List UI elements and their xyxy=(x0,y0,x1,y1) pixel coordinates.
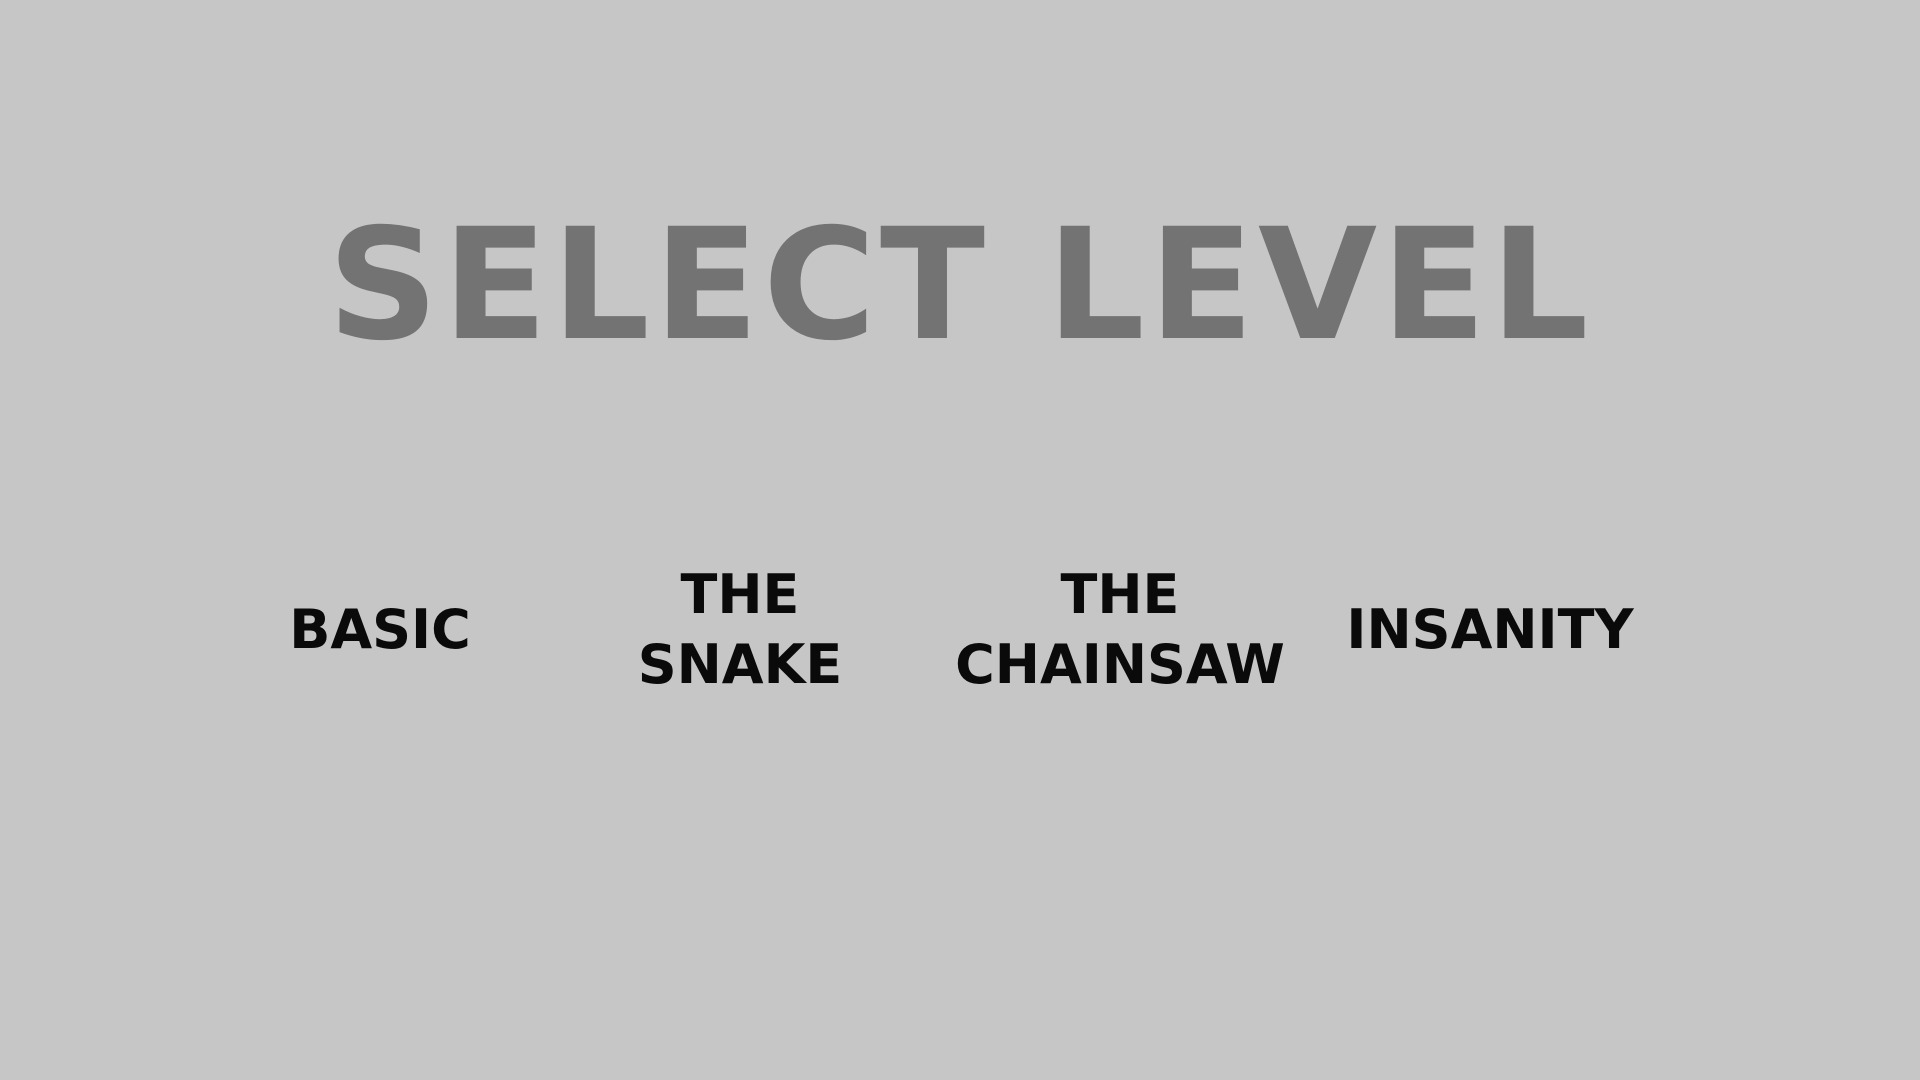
level-label-line-2: CHAINSAW xyxy=(955,633,1285,696)
level-label: BASIC xyxy=(289,595,471,665)
level-option-basic[interactable]: BASIC xyxy=(260,560,500,700)
level-label-line-1: INSANITY xyxy=(1346,598,1634,661)
level-option-the-chainsaw[interactable]: THE CHAINSAW xyxy=(940,560,1300,700)
level-label: THE CHAINSAW xyxy=(955,560,1285,700)
level-label-line-1: BASIC xyxy=(289,598,471,661)
level-option-insanity[interactable]: INSANITY xyxy=(1340,560,1640,700)
screen-title: SELECT LEVEL xyxy=(327,196,1593,375)
level-label-line-2: SNAKE xyxy=(637,633,843,696)
level-option-the-snake[interactable]: THE SNAKE xyxy=(620,560,860,700)
level-label: THE SNAKE xyxy=(638,560,843,700)
level-label-line-1: THE xyxy=(680,563,800,626)
level-label: INSANITY xyxy=(1346,595,1633,665)
level-label-line-1: THE xyxy=(1060,563,1180,626)
